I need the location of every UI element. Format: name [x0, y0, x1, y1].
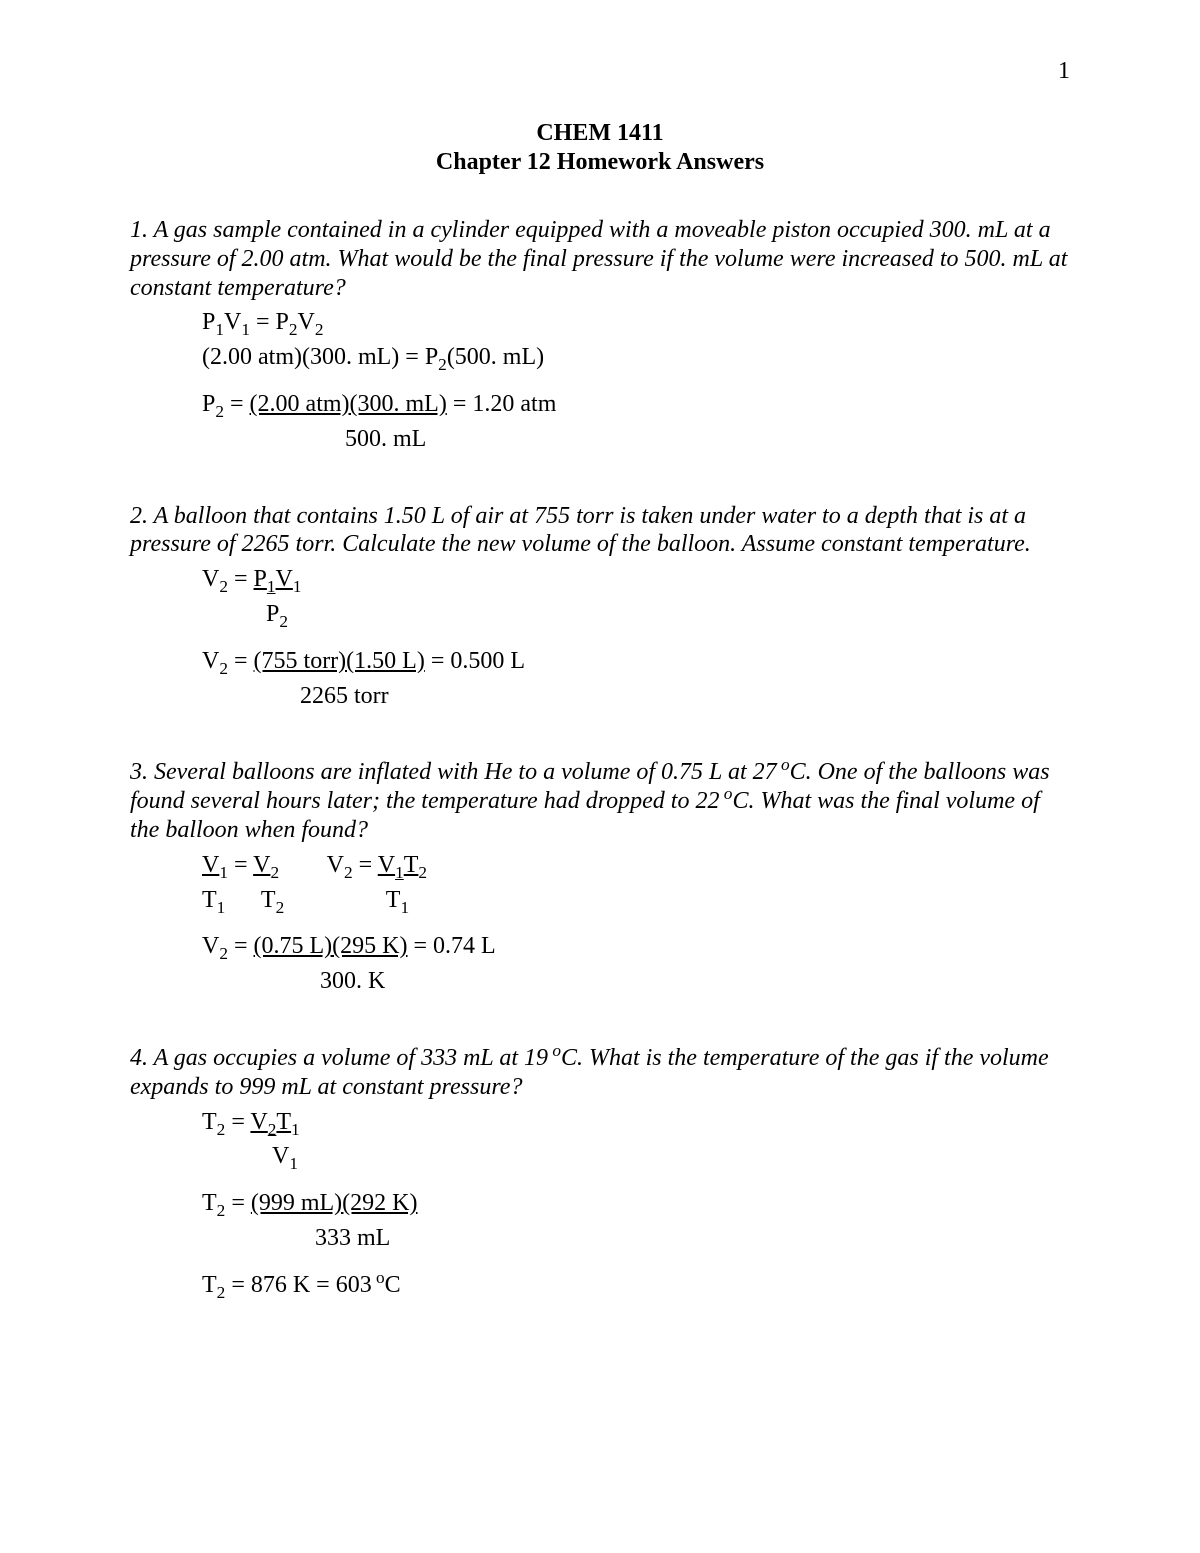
fraction-numerator: (999 mL)(292 K): [251, 1190, 418, 1216]
question-body: A balloon that contains 1.50 L of air at…: [130, 503, 1031, 558]
question-text: 2. A balloon that contains 1.50 L of air…: [130, 502, 1070, 560]
fraction-numerator: (755 torr)(1.50 L): [254, 648, 425, 674]
problem-2: 2. A balloon that contains 1.50 L of air…: [130, 502, 1070, 711]
chapter-title: Chapter 12 Homework Answers: [130, 149, 1070, 176]
question-number: 4.: [130, 1045, 148, 1071]
page-number: 1: [1058, 58, 1070, 85]
fraction-denominator: 500. mL: [345, 425, 1070, 454]
question-number: 2.: [130, 503, 148, 529]
fraction-denominator: 333 mL: [315, 1224, 1070, 1253]
work-line: T2 = V2T1: [202, 1108, 1070, 1137]
fraction-numerator: (0.75 L)(295 K): [254, 933, 408, 959]
problem-4: 4. A gas occupies a volume of 333 mL at …: [130, 1044, 1070, 1300]
question-body: Several balloons are inflated with He to…: [130, 759, 1050, 843]
work-line: V2 = (755 torr)(1.50 L) = 0.500 L: [202, 647, 1070, 676]
question-body: A gas occupies a volume of 333 mL at 19 …: [130, 1045, 1049, 1100]
question-body: A gas sample contained in a cylinder equ…: [130, 217, 1067, 301]
problem-3: 3. Several balloons are inflated with He…: [130, 758, 1070, 996]
course-title: CHEM 1411: [130, 120, 1070, 147]
work-line: V2 = P1V1: [202, 565, 1070, 594]
question-number: 3.: [130, 759, 148, 785]
work-line: P1V1 = P2V2: [202, 308, 1070, 337]
work-line: V2 = (0.75 L)(295 K) = 0.74 L: [202, 932, 1070, 961]
work-line: T2 = 876 K = 603 oC: [202, 1271, 1070, 1300]
fraction-denominator: P2: [266, 600, 1070, 629]
problem-1: 1. A gas sample contained in a cylinder …: [130, 216, 1070, 454]
work-line: P2 = (2.00 atm)(300. mL) = 1.20 atm: [202, 390, 1070, 419]
question-text: 3. Several balloons are inflated with He…: [130, 758, 1070, 844]
work-line: V1 = V2 V2 = V1T2: [202, 851, 1070, 880]
fraction-numerator: (2.00 atm)(300. mL): [250, 391, 447, 417]
question-text: 4. A gas occupies a volume of 333 mL at …: [130, 1044, 1070, 1102]
document-page: 1 CHEM 1411 Chapter 12 Homework Answers …: [0, 0, 1200, 1553]
fraction-denominator: T1 T2 T1: [202, 886, 1070, 915]
fraction-denominator: V1: [272, 1142, 1070, 1171]
fraction-denominator: 2265 torr: [300, 682, 1070, 711]
question-text: 1. A gas sample contained in a cylinder …: [130, 216, 1070, 302]
work-line: (2.00 atm)(300. mL) = P2(500. mL): [202, 343, 1070, 372]
question-number: 1.: [130, 217, 148, 243]
fraction-denominator: 300. K: [320, 967, 1070, 996]
work-line: T2 = (999 mL)(292 K): [202, 1189, 1070, 1218]
